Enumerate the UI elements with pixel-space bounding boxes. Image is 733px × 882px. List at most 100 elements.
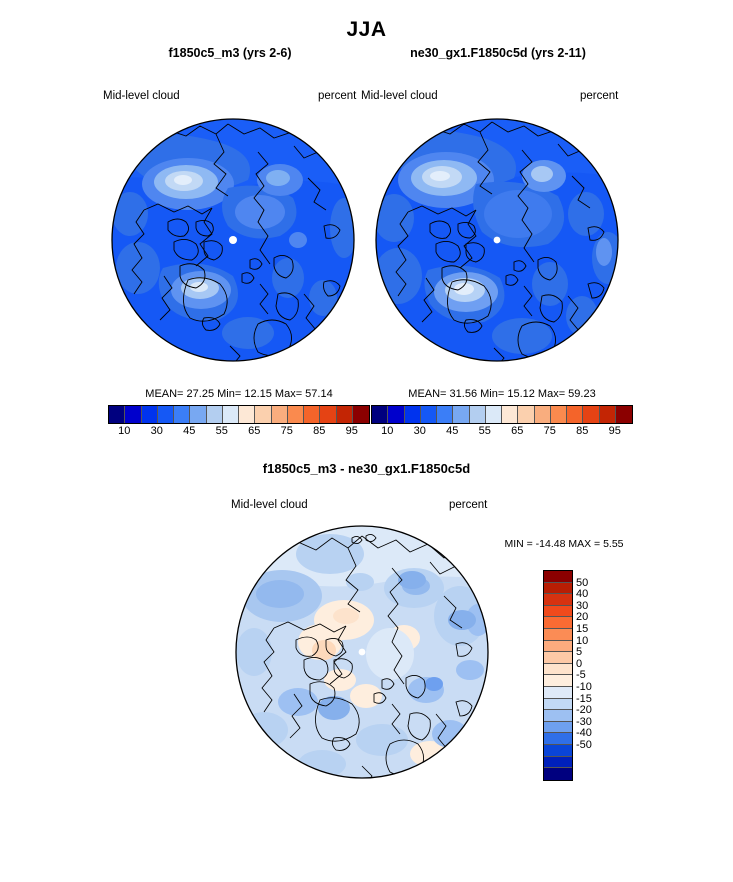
diff-map-coastlines <box>236 533 488 778</box>
colorbar-cell <box>109 406 126 423</box>
colorbar-cell <box>544 721 572 734</box>
colorbar-cell <box>544 744 572 757</box>
colorbar-tick-label: -15 <box>576 692 592 705</box>
right-map-border <box>375 118 619 362</box>
colorbar-tick-label: 95 <box>608 425 621 437</box>
colorbar-cell <box>453 406 470 423</box>
colorbar-cell <box>544 640 572 653</box>
colorbar-cell <box>544 710 572 722</box>
colorbar-tick-label: -20 <box>576 704 592 717</box>
colorbar-cell <box>544 652 572 664</box>
colorbar-tick-label: -30 <box>576 715 592 728</box>
colorbar-tick-label: 55 <box>215 425 228 437</box>
colorbar-tick-label: 95 <box>345 425 358 437</box>
colorbar-cell <box>544 756 572 769</box>
colorbar-tick-label: 85 <box>313 425 326 437</box>
right-units-label: percent <box>580 90 619 102</box>
colorbar-cell <box>544 733 572 745</box>
colorbar-left-ticks: 10 30 45 55 65 75 85 95 <box>108 425 368 441</box>
map-left-model <box>108 118 358 363</box>
map-right-svg <box>375 118 619 362</box>
colorbar-tick-label: 45 <box>183 425 196 437</box>
colorbar-cell <box>544 675 572 687</box>
colorbar-tick-label: 10 <box>381 425 394 437</box>
colorbar-left <box>108 405 370 424</box>
colorbar-tick-label: 65 <box>511 425 524 437</box>
diff-map-svg <box>235 525 489 779</box>
colorbar-cell <box>550 406 567 423</box>
colorbar-difference <box>543 570 573 781</box>
diff-variable-label: Mid-level cloud <box>231 499 308 511</box>
colorbar-cell <box>255 406 272 423</box>
colorbar-cell <box>320 406 337 423</box>
colorbar-tick-label: 0 <box>576 657 583 670</box>
colorbar-tick-label: 30 <box>576 599 589 612</box>
colorbar-cell <box>206 406 223 423</box>
colorbar-cell <box>372 406 389 423</box>
colorbar-cell <box>437 406 454 423</box>
colorbar-cell <box>544 617 572 629</box>
colorbar-tick-label: 55 <box>478 425 491 437</box>
colorbar-cell <box>287 406 304 423</box>
diff-map-pole-marker <box>358 648 366 656</box>
colorbar-cell <box>271 406 288 423</box>
diff-panel-title: f1850c5_m3 - ne30_gx1.F1850c5d <box>262 461 471 476</box>
colorbar-cell <box>567 406 584 423</box>
colorbar-cell <box>544 628 572 641</box>
colorbar-cell <box>544 582 572 595</box>
left-stats-text: MEAN= 27.25 Min= 12.15 Max= 57.14 <box>145 388 333 400</box>
colorbar-cell <box>174 406 191 423</box>
colorbar-cell <box>469 406 486 423</box>
colorbar-cell <box>141 406 158 423</box>
left-map-border <box>111 118 355 362</box>
colorbar-cell <box>157 406 174 423</box>
colorbar-cell <box>239 406 256 423</box>
diff-stats-text: MIN = -14.48 MAX = 5.55 <box>504 538 624 550</box>
colorbar-cell <box>352 406 369 423</box>
colorbar-tick-label: -5 <box>576 669 586 682</box>
colorbar-cell <box>125 406 142 423</box>
colorbar-cell <box>222 406 239 423</box>
colorbar-cell <box>304 406 321 423</box>
main-title: JJA <box>346 18 387 41</box>
colorbar-tick-label: 75 <box>280 425 293 437</box>
left-units-label: percent <box>318 90 357 102</box>
right-map-field <box>376 119 618 361</box>
colorbar-tick-label: 45 <box>446 425 459 437</box>
map-difference <box>234 524 490 780</box>
left-variable-label: Mid-level cloud <box>103 90 180 102</box>
map-right-model <box>372 118 622 363</box>
colorbar-cell <box>336 406 353 423</box>
diff-map-border <box>235 525 489 779</box>
diff-units-label: percent <box>449 499 488 511</box>
colorbar-tick-label: 20 <box>576 611 589 624</box>
colorbar-cell <box>404 406 421 423</box>
colorbar-cell <box>599 406 616 423</box>
colorbar-cell <box>544 594 572 606</box>
colorbar-tick-label: -50 <box>576 739 592 751</box>
colorbar-tick-label: 5 <box>576 646 583 659</box>
right-variable-label: Mid-level cloud <box>361 90 438 102</box>
colorbar-tick-label: 85 <box>576 425 589 437</box>
colorbar-tick-label: 30 <box>150 425 163 437</box>
colorbar-tick-label: -40 <box>576 727 592 740</box>
colorbar-right <box>371 405 633 424</box>
colorbar-cell <box>485 406 502 423</box>
colorbar-cell <box>544 686 572 699</box>
colorbar-tick-label: -10 <box>576 681 592 693</box>
colorbar-tick-label: 30 <box>413 425 426 437</box>
colorbar-cell <box>583 406 600 423</box>
panel-title-right: ne30_gx1.F1850c5d (yrs 2-11) <box>410 46 586 60</box>
colorbar-cell <box>420 406 437 423</box>
colorbar-tick-label: 10 <box>576 634 589 647</box>
colorbar-cell <box>388 406 405 423</box>
colorbar-tick-label: 50 <box>576 576 589 589</box>
panel-title-left: f1850c5_m3 (yrs 2-6) <box>168 46 292 60</box>
colorbar-cell <box>190 406 207 423</box>
colorbar-cell <box>518 406 535 423</box>
colorbar-tick-label: 40 <box>576 588 589 601</box>
right-stats-text: MEAN= 31.56 Min= 15.12 Max= 59.23 <box>408 388 596 400</box>
left-map-pole-marker <box>229 236 237 244</box>
colorbar-cell <box>544 698 572 711</box>
colorbar-cell <box>544 768 572 780</box>
